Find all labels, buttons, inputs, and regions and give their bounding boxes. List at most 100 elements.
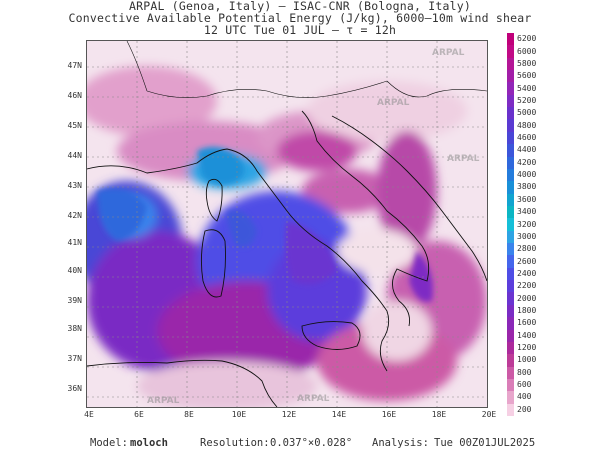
colorbar-label: 3200 (517, 219, 537, 229)
lon-label: 20E (481, 410, 497, 419)
colorbar-label: 4600 (517, 133, 537, 143)
colorbar-label: 1000 (517, 355, 537, 365)
colorbar-label: 4000 (517, 170, 537, 180)
colorbar-swatch (507, 45, 514, 59)
colorbar-label: 5600 (517, 71, 537, 81)
header-field-description: Convective Available Potential Energy (J… (68, 11, 532, 25)
colorbar-label: 1800 (517, 305, 537, 315)
header-valid-time: 12 UTC Tue 01 JUL — τ = 12h (203, 23, 397, 37)
resolution-value: 0.037°×0.028° (270, 437, 353, 449)
colorbar (507, 33, 514, 417)
map-panel: ARPAL ARPAL ARPAL ARPAL ARPAL (86, 40, 488, 408)
colorbar-label: 3400 (517, 207, 537, 217)
cape-field-map: ARPAL ARPAL ARPAL ARPAL ARPAL (87, 41, 487, 407)
colorbar-swatch (507, 341, 514, 355)
colorbar-label: 2800 (517, 244, 537, 254)
colorbar-label: 1200 (517, 343, 537, 353)
colorbar-label: 3000 (517, 231, 537, 241)
lat-label: 45N (67, 121, 82, 130)
lat-label: 46N (67, 91, 82, 100)
colorbar-label: 2200 (517, 281, 537, 291)
colorbar-label: 5200 (517, 95, 537, 105)
watermark-ne: ARPAL (432, 48, 465, 58)
colorbar-swatch (507, 70, 514, 83)
colorbar-swatch (507, 378, 514, 392)
colorbar-label: 2000 (517, 293, 537, 303)
colorbar-swatch (507, 57, 514, 71)
watermark-east: ARPAL (447, 154, 480, 164)
colorbar-swatch (507, 181, 514, 195)
lat-label: 39N (67, 296, 82, 305)
colorbar-label: 2600 (517, 256, 537, 266)
colorbar-swatch (507, 255, 514, 269)
lon-label: 12E (281, 410, 297, 419)
colorbar-swatch (507, 267, 514, 281)
colorbar-swatch (507, 193, 514, 207)
watermarks: ARPAL ARPAL ARPAL ARPAL ARPAL (147, 48, 480, 406)
header-institutions: ARPAL (Genoa, Italy) — ISAC-CNR (Bologna… (129, 0, 471, 13)
colorbar-label: 600 (517, 380, 532, 390)
colorbar-swatch (507, 403, 514, 417)
colorbar-label: 3600 (517, 194, 537, 204)
lon-label: 10E (231, 410, 247, 419)
colorbar-swatch (507, 230, 514, 244)
colorbar-swatch (507, 354, 514, 368)
colorbar-swatch (507, 82, 514, 96)
watermark-s: ARPAL (297, 394, 330, 404)
coastlines (87, 41, 487, 407)
lat-label: 44N (67, 151, 82, 160)
colorbar-label: 5400 (517, 83, 537, 93)
lon-label: 6E (134, 410, 144, 419)
colorbar-label: 1400 (517, 330, 537, 340)
cape-detail (97, 147, 433, 302)
colorbar-label: 6200 (517, 34, 537, 44)
colorbar-swatch (507, 317, 514, 330)
lon-label: 18E (431, 410, 447, 419)
lon-label: 8E (184, 410, 194, 419)
colorbar-swatch (507, 131, 514, 145)
colorbar-label: 4800 (517, 120, 537, 130)
lat-label: 43N (67, 181, 82, 190)
colorbar-label: 5000 (517, 108, 537, 118)
figure-header: ARPAL (Genoa, Italy) — ISAC-CNR (Bologna… (0, 0, 600, 36)
colorbar-swatch (507, 119, 514, 133)
colorbar-swatch (507, 168, 514, 182)
lat-label: 38N (67, 324, 82, 333)
colorbar-swatch (507, 243, 514, 256)
colorbar-label: 400 (517, 392, 532, 402)
watermark-center: ARPAL (377, 98, 410, 108)
colorbar-swatch (507, 329, 514, 343)
colorbar-label: 6000 (517, 46, 537, 56)
lat-label: 42N (67, 211, 82, 220)
colorbar-swatch (507, 156, 514, 170)
colorbar-label: 200 (517, 404, 532, 414)
colorbar-swatch (507, 94, 514, 108)
lat-label: 41N (67, 238, 82, 247)
colorbar-label: 1600 (517, 318, 537, 328)
model-name: moloch (130, 437, 168, 449)
lat-label: 40N (67, 266, 82, 275)
lon-label: 14E (331, 410, 347, 419)
colorbar-label: 4200 (517, 157, 537, 167)
colorbar-swatch (507, 144, 514, 158)
colorbar-swatch (507, 366, 514, 380)
watermark-sw: ARPAL (147, 396, 180, 406)
colorbar-swatch (507, 33, 514, 46)
analysis-value: Tue 00Z01JUL2025 (434, 437, 536, 449)
colorbar-label: 800 (517, 367, 532, 377)
colorbar-label: 5800 (517, 58, 537, 68)
colorbar-swatch (507, 218, 514, 232)
colorbar-label: 3800 (517, 182, 537, 192)
colorbar-swatch (507, 280, 514, 293)
graticule (87, 41, 487, 407)
analysis-label: Analysis: (372, 437, 429, 449)
colorbar-swatch (507, 304, 514, 318)
model-label: Model: (90, 437, 128, 449)
lat-label: 36N (67, 384, 82, 393)
colorbar-swatch (507, 205, 514, 219)
colorbar-label: 2400 (517, 268, 537, 278)
lat-label: 37N (67, 354, 82, 363)
lon-label: 4E (84, 410, 94, 419)
colorbar-swatch (507, 107, 514, 120)
colorbar-label: 4400 (517, 145, 537, 155)
